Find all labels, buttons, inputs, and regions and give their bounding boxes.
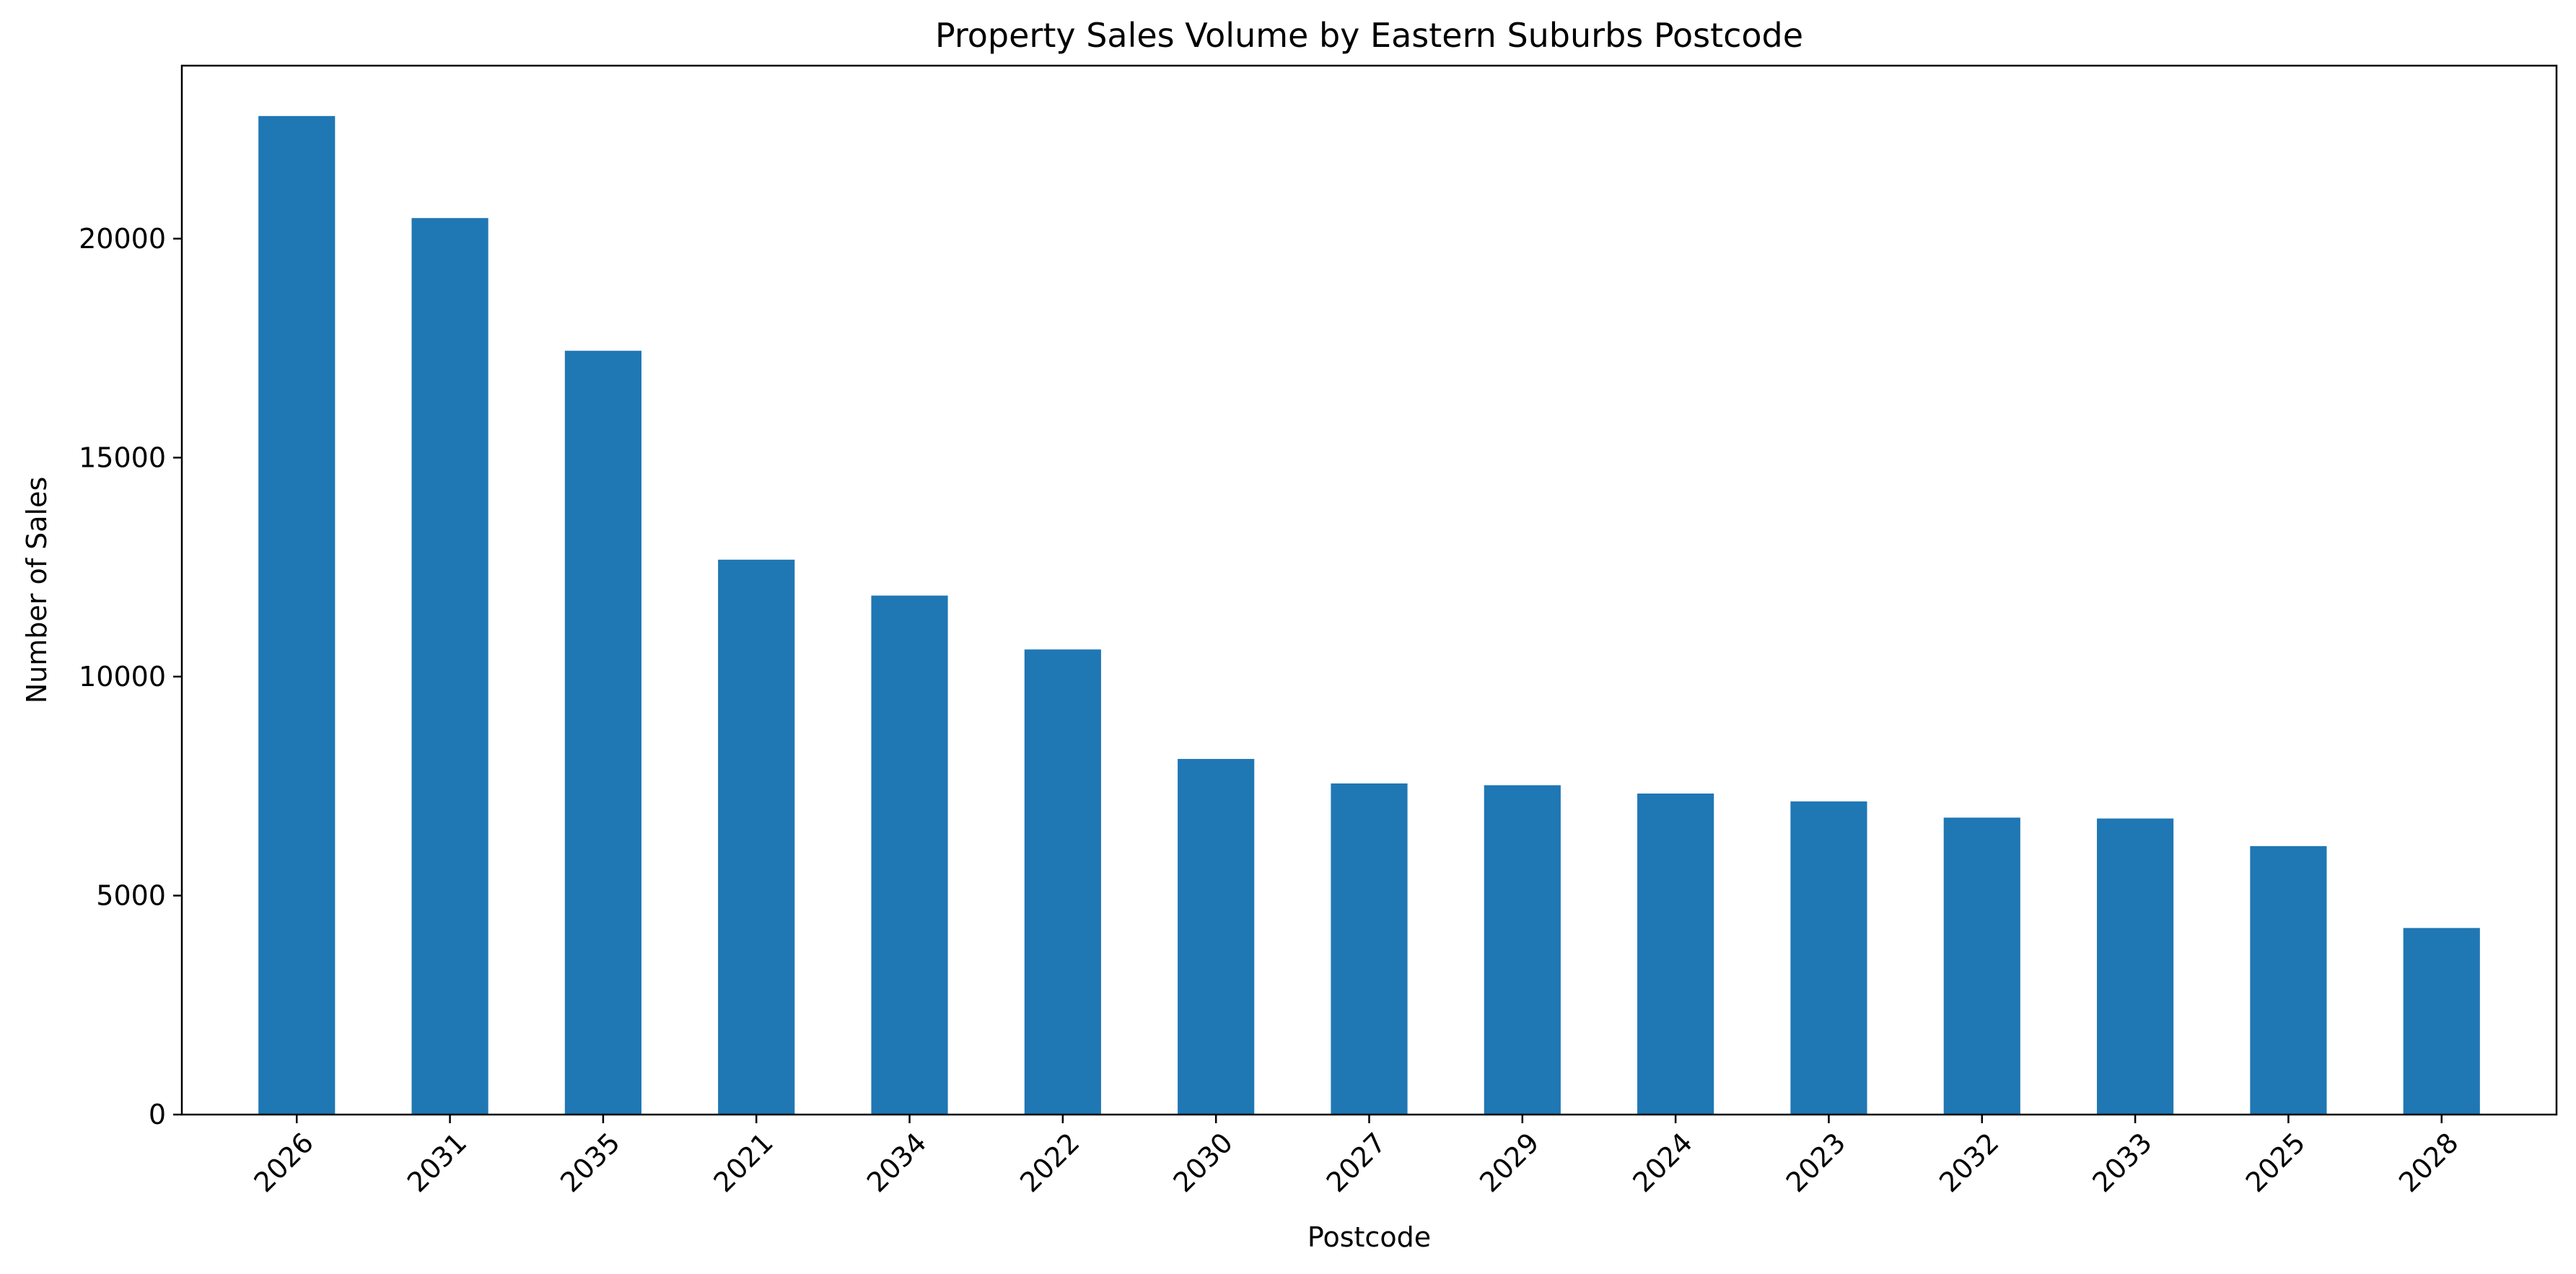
- x-tick-label-2022: 2022: [1014, 1127, 1086, 1199]
- bar-2029: [1484, 785, 1561, 1115]
- x-tick-label-2024: 2024: [1626, 1127, 1699, 1199]
- x-tick-label-2033: 2033: [2086, 1127, 2158, 1199]
- bar-2024: [1637, 794, 1714, 1115]
- bar-2025: [2250, 845, 2327, 1115]
- bar-2027: [1331, 783, 1408, 1115]
- x-tick-label-2021: 2021: [707, 1127, 779, 1199]
- x-tick-label-2023: 2023: [1780, 1127, 1852, 1199]
- x-tick-label-2030: 2030: [1167, 1127, 1239, 1199]
- bar-2032: [1943, 817, 2020, 1115]
- x-tick-label-2032: 2032: [1933, 1127, 2005, 1199]
- y-tick-label: 10000: [79, 661, 166, 693]
- plot-frame: [180, 64, 2558, 1116]
- bar-2026: [258, 115, 336, 1115]
- bar-2022: [1024, 649, 1101, 1115]
- y-tick-label: 15000: [79, 441, 166, 473]
- bar-2034: [871, 595, 948, 1115]
- y-axis-ticks: 0 5000 10000 15000 20000: [79, 223, 182, 1130]
- y-tick-label: 20000: [79, 223, 166, 255]
- bar-2023: [1790, 801, 1867, 1115]
- y-tick-label: 0: [149, 1099, 166, 1130]
- y-axis-label: Number of Sales: [21, 477, 53, 704]
- x-tick-label-2026: 2026: [248, 1127, 320, 1199]
- x-tick-label-2025: 2025: [2240, 1127, 2312, 1199]
- bar-2028: [2403, 928, 2480, 1115]
- bar-2033: [2097, 818, 2174, 1115]
- x-axis-ticks: 2026 2031 2035 2021 2034 2022 2030 2027 2029 2024…: [248, 1115, 2465, 1198]
- x-tick-label-2029: 2029: [1473, 1127, 1546, 1199]
- x-tick-label-2028: 2028: [2393, 1127, 2465, 1199]
- bar-2035: [564, 351, 641, 1115]
- x-axis-label: Postcode: [1307, 1221, 1431, 1253]
- bar-2030: [1178, 759, 1255, 1115]
- bar-2031: [411, 218, 489, 1115]
- x-tick-label-2035: 2035: [554, 1127, 626, 1199]
- x-tick-label-2034: 2034: [861, 1127, 933, 1199]
- y-tick-label: 5000: [96, 879, 166, 911]
- bar-2021: [718, 559, 795, 1115]
- chart-title: Property Sales Volume by Eastern Suburbs…: [935, 16, 1803, 55]
- x-tick-label-2027: 2027: [1320, 1127, 1393, 1199]
- x-tick-label-2031: 2031: [401, 1127, 473, 1199]
- bars-layer: [258, 115, 2480, 1115]
